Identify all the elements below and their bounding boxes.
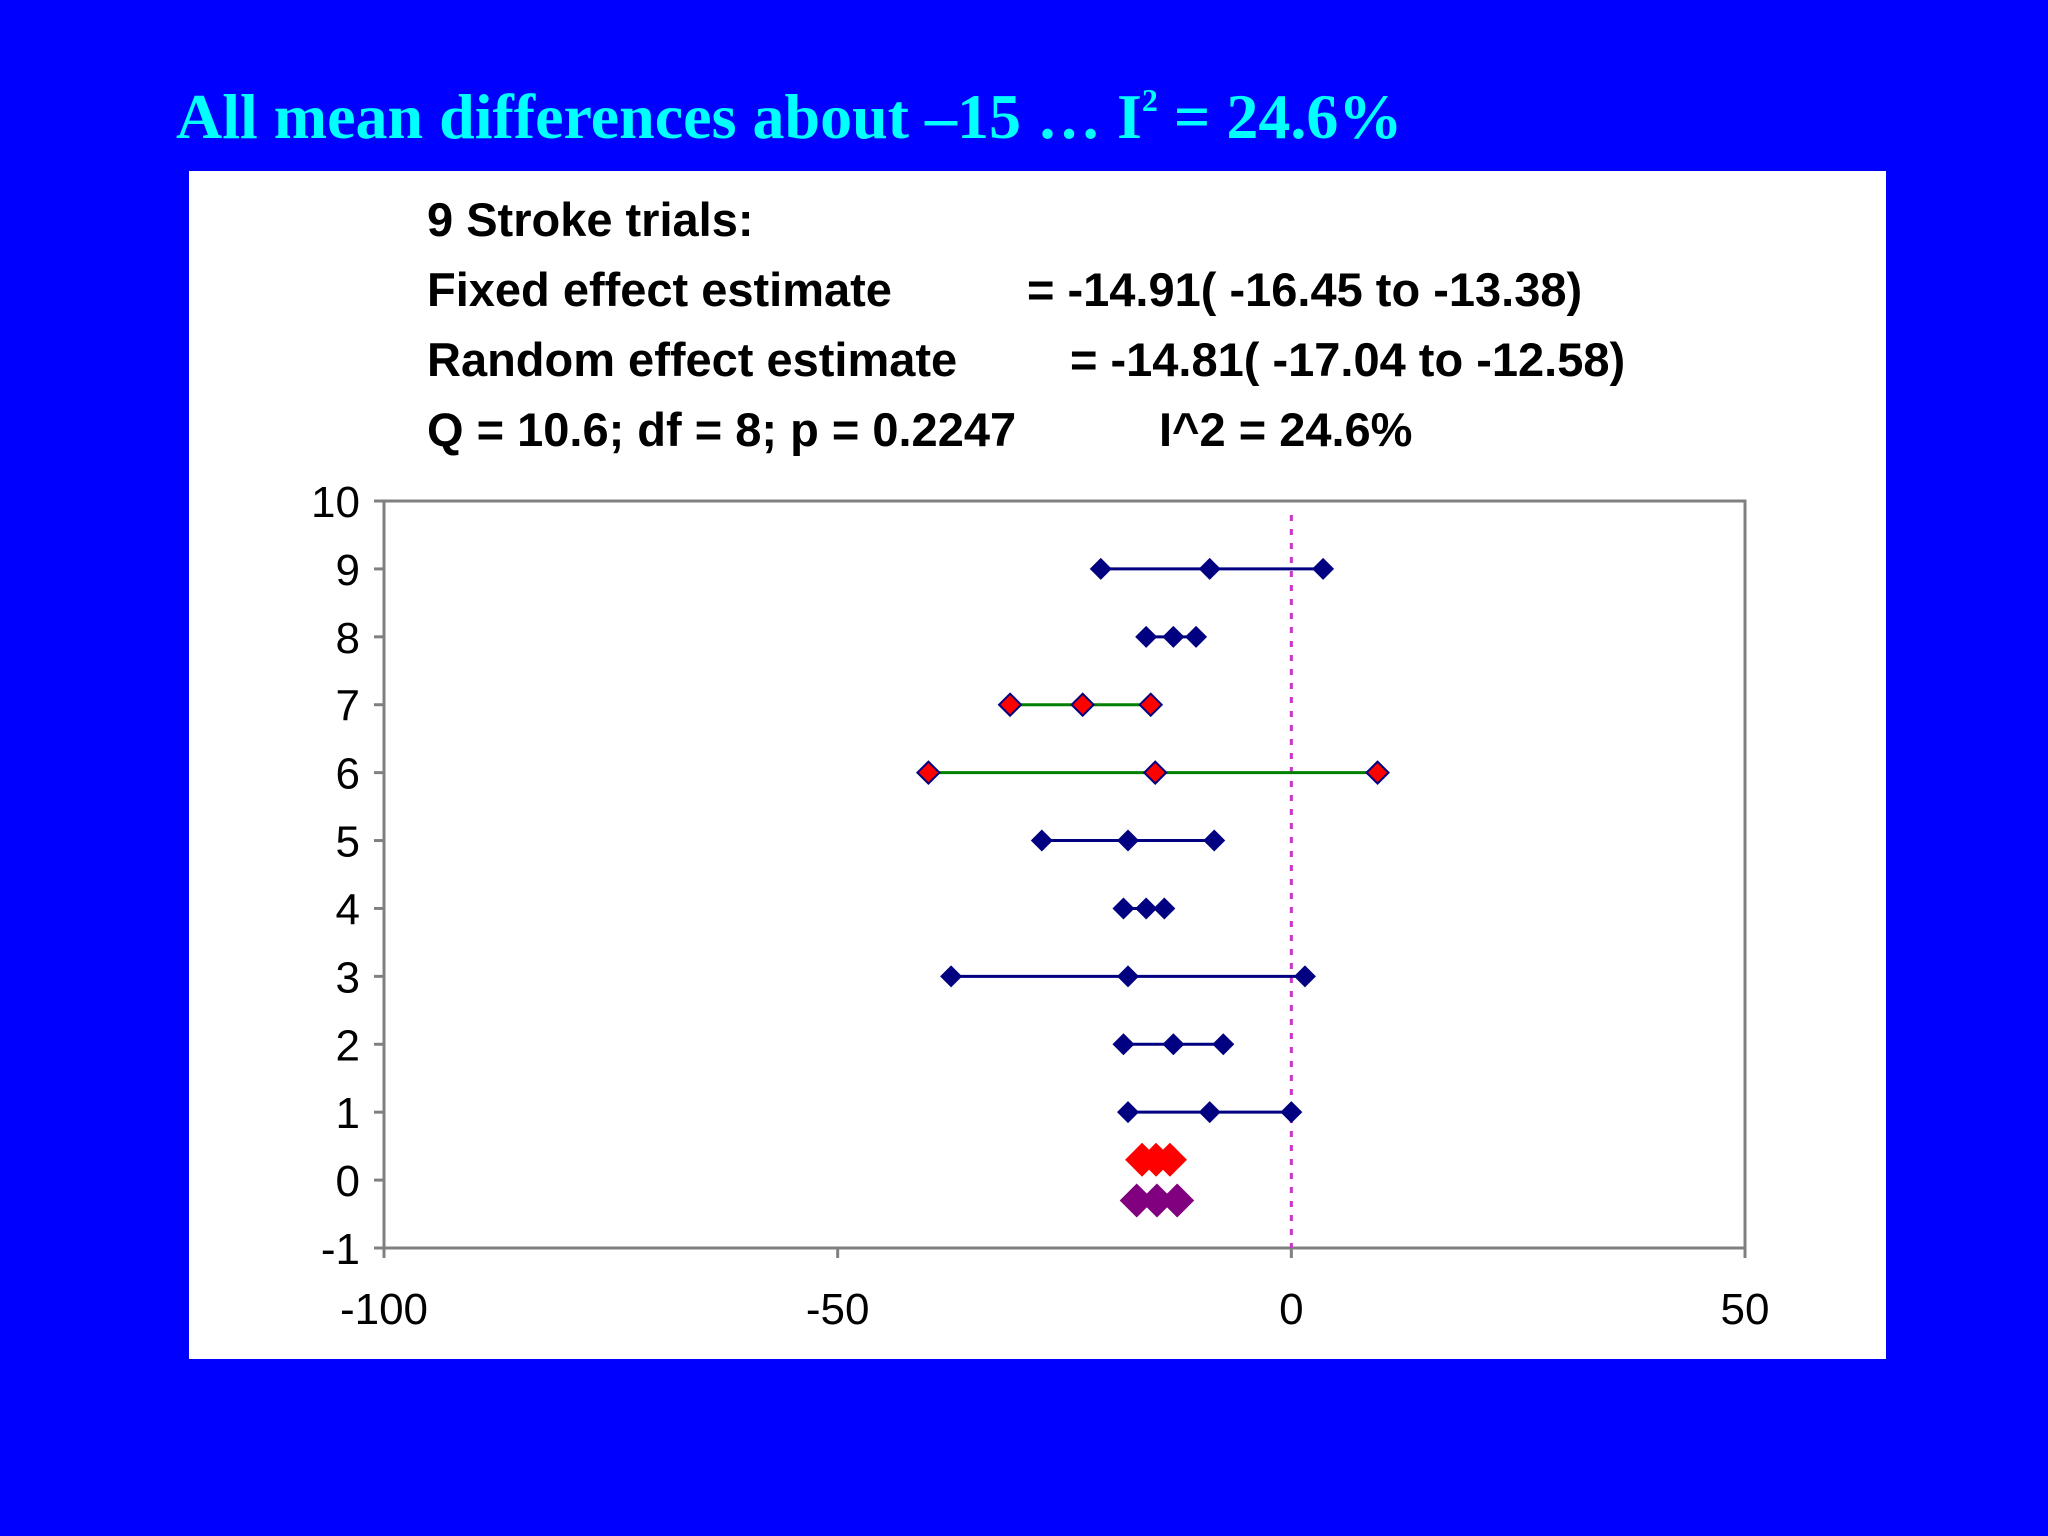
y-tick-label: -1 [321, 1225, 360, 1274]
random-effect-value: = -14.81( -17.04 to -12.58) [1070, 333, 1626, 386]
trial-low-marker [997, 692, 1023, 718]
trial-high-marker [1280, 1101, 1303, 1124]
trial-high-marker [1185, 625, 1208, 648]
i-squared: I^2 = 24.6% [1159, 403, 1413, 456]
trial-low-marker [1117, 1101, 1140, 1124]
trial-low-marker [1030, 829, 1053, 852]
trial-mean-marker [1135, 897, 1158, 920]
slide-title: All mean differences about –15 … I2 = 24… [176, 84, 1402, 149]
trial-mean-marker [1162, 1033, 1185, 1056]
y-tick-label: 3 [336, 953, 360, 1002]
y-tick-label: 6 [336, 750, 360, 799]
trial-low-marker [940, 965, 963, 988]
y-tick-label: 8 [336, 614, 360, 663]
stats-heading: 9 Stroke trials: [427, 193, 754, 246]
trial-mean-marker [1142, 760, 1168, 786]
trial-mean-marker [1117, 829, 1140, 852]
title-tail: = 24.6% [1157, 81, 1403, 153]
trial-low-marker [1112, 1033, 1135, 1056]
trial-low-marker [1135, 625, 1158, 648]
trial-mean-marker [1198, 1101, 1221, 1124]
y-tick-label: 0 [336, 1157, 360, 1206]
random-effect-high-marker [1160, 1183, 1195, 1218]
y-tick-label: 2 [336, 1021, 360, 1070]
trial-low-marker [1112, 897, 1135, 920]
trial-high-marker [1365, 760, 1390, 786]
trial-high-marker [1312, 557, 1335, 580]
fixed-effect-value: = -14.91( -16.45 to -13.38) [1027, 263, 1583, 316]
random-effect-mean-marker [1139, 1183, 1174, 1218]
x-tick-label: -100 [340, 1285, 428, 1334]
plot-frame [382, 499, 1747, 1250]
trial-mean-marker [1198, 557, 1221, 580]
fixed-effect-high-marker [1152, 1142, 1187, 1177]
y-tick-label: 5 [336, 818, 360, 867]
trial-high-marker [1212, 1033, 1235, 1056]
title-main: All mean differences about –15 … I [176, 81, 1142, 153]
trial-low-marker [1089, 557, 1112, 580]
y-tick-label: 4 [336, 885, 360, 934]
random-effect-label: Random effect estimate [427, 333, 958, 386]
trial-mean-marker [1162, 625, 1185, 648]
x-tick-label: 0 [1279, 1285, 1303, 1334]
x-tick-label: 50 [1721, 1285, 1770, 1334]
trial-mean-marker [1070, 692, 1096, 718]
random-effect-low-marker [1119, 1183, 1154, 1218]
trial-high-marker [1293, 965, 1316, 988]
trial-high-marker [1138, 692, 1164, 718]
y-tick-label: 1 [336, 1089, 360, 1138]
trial-low-marker [915, 760, 941, 786]
trial-mean-marker [1117, 965, 1140, 988]
chart-panel: 9 Stroke trials: Fixed effect estimate =… [189, 171, 1886, 1359]
x-tick-label: -50 [806, 1285, 870, 1334]
y-tick-label: 7 [336, 682, 360, 731]
heterogeneity-stats: Q = 10.6; df = 8; p = 0.2247 [427, 403, 1017, 456]
y-tick-label: 9 [336, 546, 360, 595]
fixed-effect-label: Fixed effect estimate [427, 263, 892, 316]
trial-high-marker [1153, 897, 1176, 920]
y-tick-label: 10 [311, 478, 360, 527]
title-superscript: 2 [1141, 82, 1158, 118]
trial-high-marker [1203, 829, 1226, 852]
